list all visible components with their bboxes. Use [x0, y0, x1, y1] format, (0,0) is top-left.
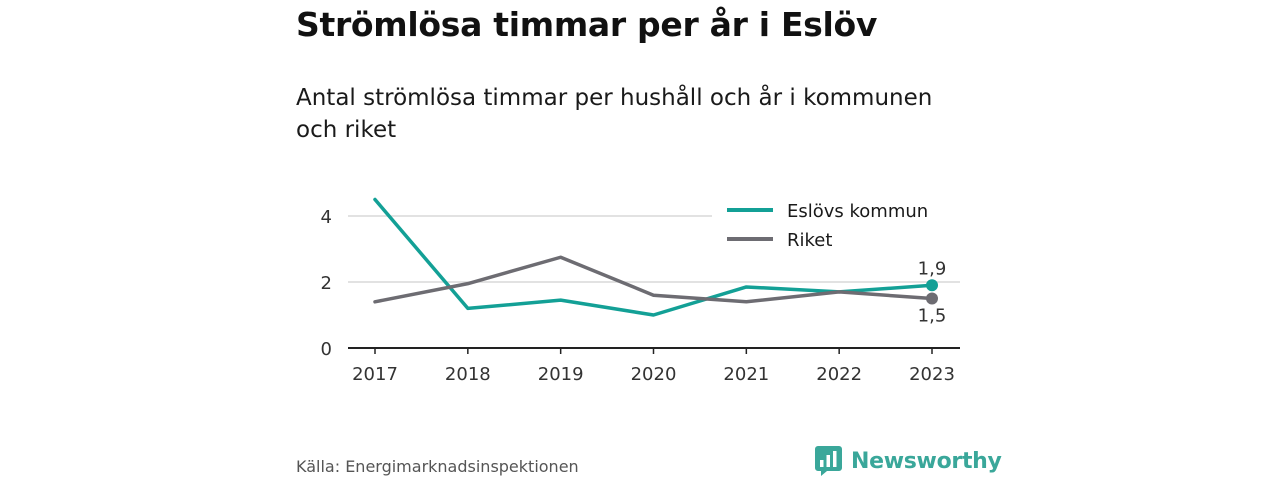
legend-label: Eslövs kommun: [787, 201, 928, 222]
x-tick-label: 2020: [631, 364, 677, 385]
end-value-label: 1,9: [918, 258, 947, 279]
axes: 0 2 4 2017 2018 2019 2020 2021 2022 2023: [321, 207, 960, 385]
x-tick-label: 2019: [538, 364, 584, 385]
legend: Eslövs kommun Riket: [712, 198, 964, 251]
brand-logo: Newsworthy: [815, 446, 1002, 476]
x-tick-label: 2023: [909, 364, 955, 385]
end-labels: 1,9 1,5: [918, 258, 947, 326]
line-chart: 0 2 4 2017 2018 2019 2020 2021 2022 2023 Eslövs k…: [320, 197, 964, 385]
series-endpoint: [926, 279, 938, 292]
x-tick-label: 2022: [816, 364, 862, 385]
bar-chart-speech-bubble-icon: [815, 446, 842, 476]
end-value-label: 1,5: [918, 306, 947, 327]
y-tick-label: 0: [321, 339, 332, 360]
y-tick-label: 4: [321, 207, 332, 228]
series-lines: [373, 197, 938, 317]
chart-subtitle: Antal strömlösa timmar per hushåll och å…: [296, 85, 933, 143]
x-tick-label: 2018: [445, 364, 491, 385]
series-line: [373, 255, 934, 304]
source-note: Källa: Energimarknadsinspektionen: [296, 457, 579, 476]
chart-title: Strömlösa timmar per år i Eslöv: [296, 5, 878, 44]
y-tick-label: 2: [321, 273, 332, 294]
series-endpoint: [926, 292, 938, 305]
x-tick-label: 2017: [352, 364, 398, 385]
brand-name: Newsworthy: [851, 448, 1002, 474]
x-tick-label: 2021: [723, 364, 769, 385]
legend-label: Riket: [787, 230, 832, 251]
